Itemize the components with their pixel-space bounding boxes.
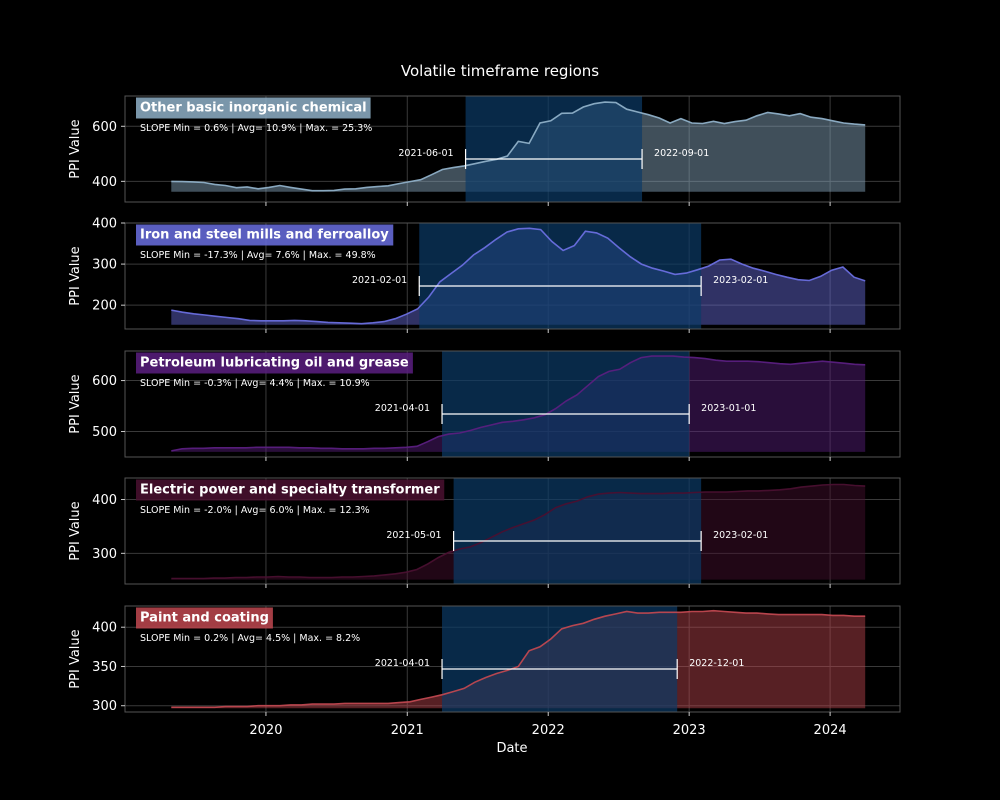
panel-plot-area: [171, 478, 866, 584]
y-tick-label: 300: [92, 699, 117, 714]
series-name-box: [136, 224, 394, 246]
series-stats-label: SLOPE Min = 0.2% | Avg= 4.5% | Max. = 8.…: [140, 633, 360, 644]
panel-plot-area: [171, 223, 866, 329]
series-name-label: Other basic inorganic chemical: [140, 101, 367, 116]
panel-plot-area: [171, 351, 866, 457]
series-name-label: Electric power and specialty transformer: [140, 483, 440, 498]
series-name-label: Iron and steel mills and ferroalloy: [140, 228, 389, 243]
panels-group: 400 600 PPI Value Other basic inorganic che…: [68, 95, 901, 716]
x-tick-label: 2023: [673, 723, 706, 738]
panel-1: 200 300 400 PPI Value Iron and steel mills a…: [68, 217, 901, 333]
series-stats-label: SLOPE Min = -0.3% | Avg= 4.4% | Max. = 1…: [140, 378, 370, 389]
series-name-label: Petroleum lubricating oil and grease: [140, 356, 409, 371]
volatile-start-label: 2021-04-01: [375, 658, 430, 669]
y-tick-label: 500: [92, 425, 117, 440]
panel-frame: [124, 605, 901, 713]
y-tick-label: 350: [92, 660, 117, 675]
panel-4: 300 350 400 PPI Value Paint and coating SLOPE…: [68, 605, 901, 716]
volatile-end-label: 2023-02-01: [713, 275, 768, 286]
volatile-start-label: 2021-06-01: [398, 148, 453, 159]
y-tick-label: 300: [92, 258, 117, 273]
y-tick-label: 400: [92, 621, 117, 636]
y-axis-label: PPI Value: [68, 501, 83, 560]
series-line: [171, 355, 866, 452]
volatile-start-label: 2021-05-01: [386, 530, 441, 541]
panel-0: 400 600 PPI Value Other basic inorganic che…: [68, 95, 901, 206]
series-name-box: [136, 607, 273, 629]
y-tick-label: 400: [92, 493, 117, 508]
series-stats-label: SLOPE Min = 0.6% | Avg= 10.9% | Max. = 2…: [140, 123, 372, 134]
volatile-region: [419, 223, 702, 329]
volatile-region: [442, 606, 678, 712]
y-tick-label: 600: [92, 120, 117, 135]
x-tick-label: 2022: [532, 723, 565, 738]
panel-frame: [124, 350, 901, 458]
chart-title: Volatile timeframe regions: [401, 62, 599, 80]
y-tick-label: 600: [92, 374, 117, 389]
y-axis-label: PPI Value: [68, 374, 83, 433]
panel-frame: [124, 95, 901, 203]
volatile-region: [453, 478, 702, 584]
x-tick-label: 2020: [249, 723, 282, 738]
series-line: [171, 101, 866, 192]
y-axis-label: PPI Value: [68, 119, 83, 178]
x-tick-label: 2024: [814, 723, 847, 738]
panel-plot-area: [171, 606, 866, 712]
volatile-start-label: 2021-04-01: [375, 403, 430, 414]
panel-frame: [124, 477, 901, 585]
series-line: [171, 609, 866, 709]
volatile-region: [465, 96, 643, 202]
series-line: [171, 483, 866, 580]
series-name-box: [136, 352, 413, 374]
panel-plot-area: [171, 96, 866, 202]
panel-2: 500 600 PPI Value Petroleum lubricating oil…: [68, 350, 901, 461]
y-tick-label: 200: [92, 299, 117, 314]
x-axis: 2020 2021 2022 2023 2024: [249, 723, 846, 738]
y-tick-label: 400: [92, 175, 117, 190]
series-area: [171, 356, 866, 452]
y-axis-label: PPI Value: [68, 246, 83, 305]
volatile-start-label: 2021-02-01: [352, 275, 407, 286]
volatile-end-label: 2022-09-01: [654, 148, 709, 159]
y-tick-label: 400: [92, 217, 117, 232]
x-tick-label: 2021: [391, 723, 424, 738]
panel-3: 300 400 PPI Value Electric power and specia…: [68, 477, 901, 588]
series-name-box: [136, 97, 371, 119]
volatile-end-label: 2023-02-01: [713, 530, 768, 541]
x-axis-label: Date: [496, 741, 527, 756]
y-axis-label: PPI Value: [68, 629, 83, 688]
series-area: [171, 610, 866, 709]
series-line: [171, 227, 866, 325]
panel-frame: [124, 222, 901, 330]
series-name-box: [136, 479, 445, 501]
volatile-end-label: 2022-12-01: [689, 658, 744, 669]
volatile-region: [442, 351, 690, 457]
volatile-end-label: 2023-01-01: [701, 403, 756, 414]
y-tick-label: 300: [92, 547, 117, 562]
series-stats-label: SLOPE Min = -17.3% | Avg= 7.6% | Max. = …: [140, 250, 376, 261]
series-name-label: Paint and coating: [140, 611, 269, 626]
series-stats-label: SLOPE Min = -2.0% | Avg= 6.0% | Max. = 1…: [140, 505, 370, 516]
